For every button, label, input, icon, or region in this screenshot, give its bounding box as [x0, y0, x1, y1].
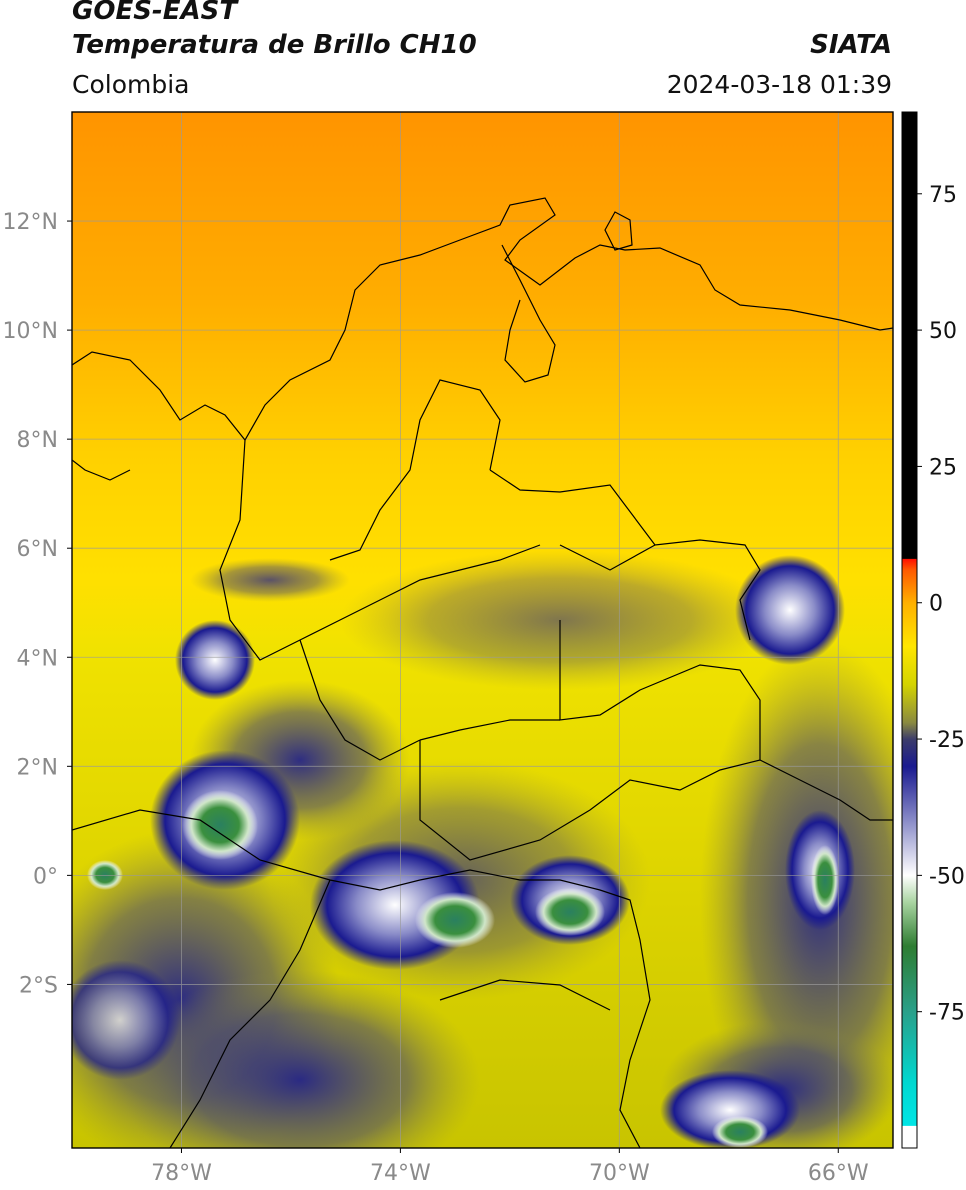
colorbar-ticks: 75 50 25 0 -25 -50 -75: [917, 183, 965, 1026]
gridlines: [72, 112, 893, 1148]
lon-tick-label: 78°W: [151, 1161, 212, 1186]
longitude-axis: 78°W 74°W 70°W 66°W: [151, 1148, 869, 1186]
datetime-label: 2024-03-18 01:39: [666, 70, 892, 99]
lat-tick-label: 0°: [33, 864, 58, 889]
lon-tick-label: 74°W: [370, 1161, 431, 1186]
colorbar-tick-label: -50: [929, 864, 965, 889]
lat-tick-label: 8°N: [17, 428, 58, 453]
lat-tick-label: 6°N: [17, 537, 58, 562]
colorbar-tick-label: -25: [929, 728, 965, 753]
colorbar-tick-label: 50: [929, 319, 957, 344]
lat-tick-label: 10°N: [3, 319, 58, 344]
lat-tick-label: 12°N: [3, 210, 58, 235]
lon-tick-label: 66°W: [808, 1161, 869, 1186]
cloud-cover: [72, 550, 893, 1148]
colorbar: 75 50 25 0 -25 -50 -75: [901, 111, 965, 1149]
product-title: Temperatura de Brillo CH10: [72, 30, 477, 60]
colorbar-tick-label: -75: [929, 1001, 965, 1026]
colorbar-scale: [902, 112, 917, 1148]
map-panel: [72, 112, 893, 1148]
region-label: Colombia: [72, 70, 190, 99]
map-frame: [71, 111, 894, 1149]
lat-tick-label: 4°N: [17, 646, 58, 671]
satellite-title: GOES-EAST: [72, 0, 238, 26]
colorbar-frame: [901, 111, 918, 1149]
coastline-and-borders: [72, 197, 893, 1148]
lon-tick-label: 70°W: [589, 1161, 650, 1186]
lat-tick-label: 2°S: [19, 973, 58, 998]
lat-tick-label: 2°N: [17, 755, 58, 780]
organization-label: SIATA: [810, 30, 892, 60]
latitude-axis: 12°N 10°N 8°N 6°N 4°N 2°N 0° 2°S: [3, 210, 72, 998]
colorbar-tick-label: 0: [929, 592, 943, 617]
colorbar-tick-label: 75: [929, 183, 957, 208]
colorbar-tick-label: 25: [929, 455, 957, 480]
